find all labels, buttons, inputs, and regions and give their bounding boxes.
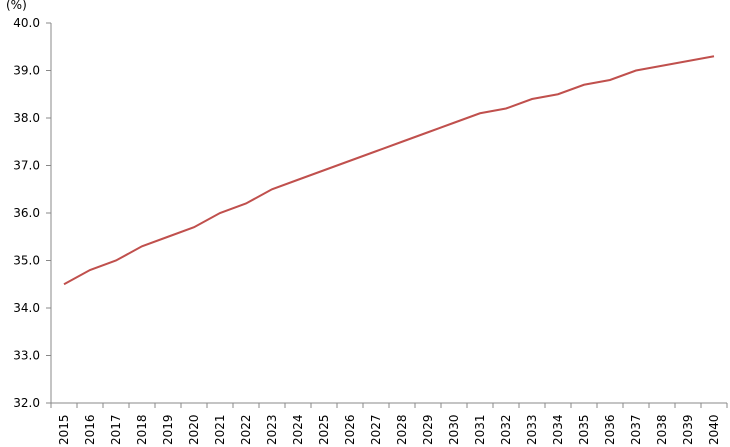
x-tick-label: 2029 [421, 414, 435, 445]
data-line [63, 55, 715, 286]
x-tick-label: 2037 [629, 414, 643, 445]
y-tick-label: 36.0 [13, 206, 40, 220]
unit-label: (%) [6, 0, 27, 12]
x-tick-label: 2025 [317, 414, 331, 445]
x-tick-label: 2023 [265, 414, 279, 445]
y-tick-label: 32.0 [13, 396, 40, 410]
x-tick-label: 2035 [577, 414, 591, 445]
x-tick-label: 2036 [603, 414, 617, 445]
x-tick-label: 2017 [109, 414, 123, 445]
y-tick-label: 38.0 [13, 111, 40, 125]
x-tick-label: 2022 [239, 414, 253, 445]
x-tick-label: 2021 [213, 414, 227, 445]
x-tick-label: 2016 [83, 414, 97, 445]
x-tick-label: 2039 [681, 414, 695, 445]
x-tick-label: 2027 [369, 414, 383, 445]
y-tick-label: 39.0 [13, 64, 40, 78]
y-tick-label: 35.0 [13, 254, 40, 268]
y-tick-label: 37.0 [13, 159, 40, 173]
x-tick-label: 2033 [525, 414, 539, 445]
x-tick-label: 2031 [473, 414, 487, 445]
x-tick-label: 2034 [551, 414, 565, 445]
y-tick-label: 40.0 [13, 16, 40, 30]
x-tick-label: 2040 [707, 414, 721, 445]
y-tick-label: 34.0 [13, 301, 40, 315]
y-tick-label: 33.0 [13, 349, 40, 363]
x-tick-label: 2015 [57, 414, 71, 445]
x-tick-label: 2030 [447, 414, 461, 445]
x-tick-label: 2026 [343, 414, 357, 445]
x-tick-label: 2020 [187, 414, 201, 445]
x-tick-label: 2028 [395, 414, 409, 445]
x-tick-label: 2032 [499, 414, 513, 445]
x-tick-label: 2019 [161, 414, 175, 445]
x-tick-label: 2024 [291, 414, 305, 445]
x-tick-label: 2038 [655, 414, 669, 445]
x-tick-label: 2018 [135, 414, 149, 445]
